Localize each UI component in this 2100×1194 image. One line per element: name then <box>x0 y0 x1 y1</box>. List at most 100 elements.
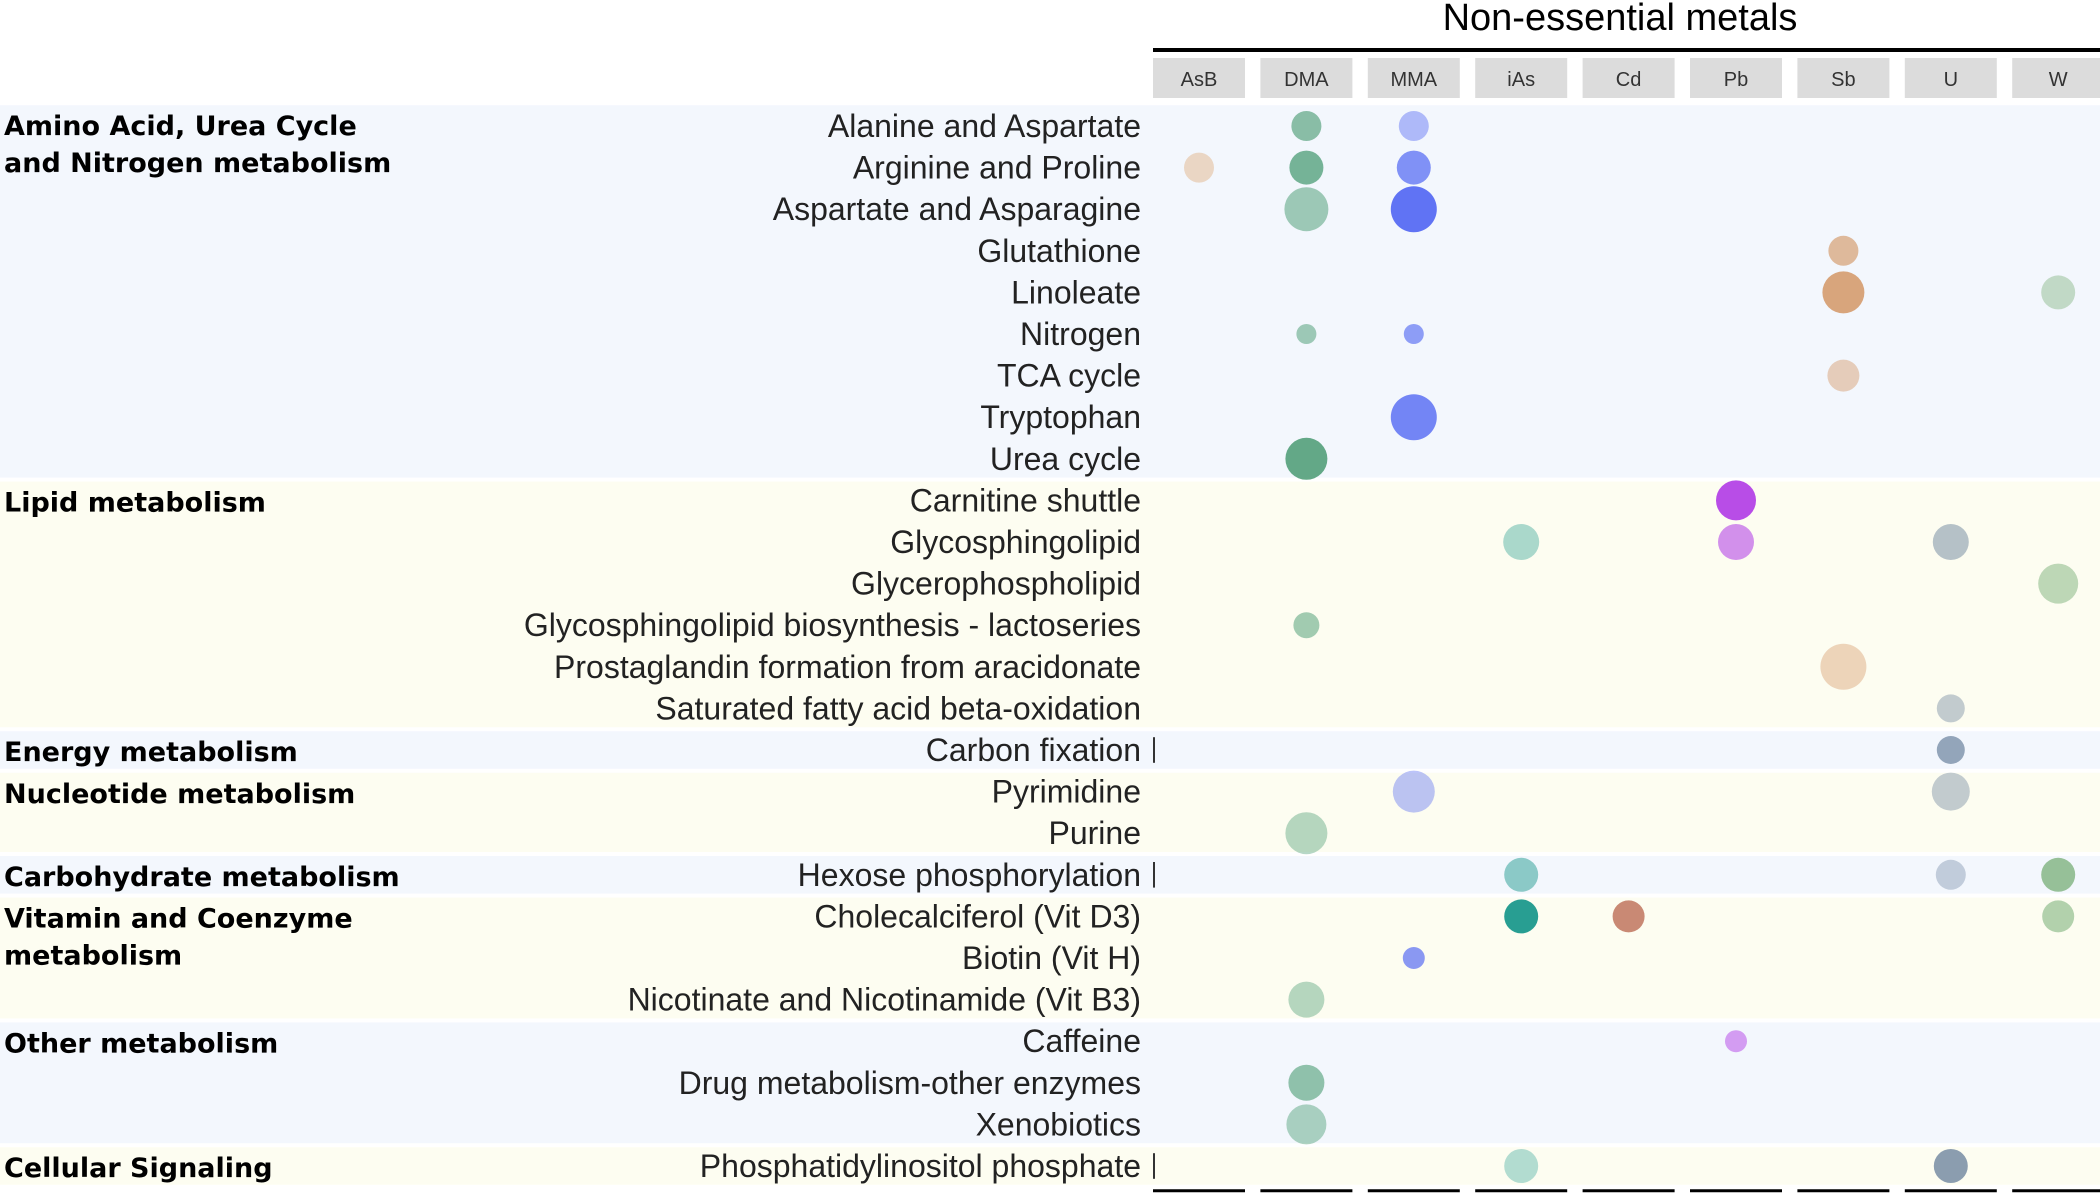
bubble-linoleate-sb <box>1822 271 1865 314</box>
row-label-saturated-fatty-acid-beta-oxidation: Saturated fatty acid beta-oxidation <box>655 690 1141 726</box>
row-label-caffeine: Caffeine <box>1022 1023 1141 1059</box>
group-label: Lipid metabolism <box>4 488 266 519</box>
bubble-carnitine-shuttle-pb <box>1716 480 1756 521</box>
row-label-arginine-and-proline: Arginine and Proline <box>853 150 1141 186</box>
column-label-dma: DMA <box>1284 69 1329 91</box>
bubble-saturated-fatty-acid-beta-oxidation-u <box>1936 694 1965 723</box>
bubble-nicotinate-and-nicotinamide-vit-b3-dma <box>1288 981 1325 1018</box>
group-band-amino-acid-urea-cycle-and-nitrogen-metabolism <box>0 105 2100 478</box>
row-label-prostaglandin-formation-from-aracidonate: Prostaglandin formation from aracidonate <box>554 649 1141 685</box>
row-label-nitrogen: Nitrogen <box>1020 316 1141 352</box>
group-bands <box>0 105 2100 1185</box>
row-label-tryptophan: Tryptophan <box>980 399 1141 435</box>
row-label-purine: Purine <box>1049 815 1142 851</box>
bubble-glycosphingolipid-pb <box>1718 524 1754 560</box>
group-labels: Amino Acid, Urea Cycle and Nitrogen metab… <box>4 111 400 1184</box>
group-band-other-metabolism <box>0 1022 2100 1144</box>
bubble-hexose-phosphorylation-u <box>1935 859 1966 890</box>
column-label-asb: AsB <box>1181 69 1218 91</box>
bubble-alanine-and-aspartate-dma <box>1291 111 1322 141</box>
group-band-nucleotide-metabolism <box>0 772 2100 852</box>
row-label-nicotinate-and-nicotinamide-vit-b3: Nicotinate and Nicotinamide (Vit B3) <box>628 982 1141 1018</box>
bubble-cholecalciferol-vit-d3-cd <box>1612 900 1645 933</box>
column-header-asb <box>1153 58 1245 98</box>
group-label: Energy metabolism <box>4 737 298 768</box>
row-label-urea-cycle: Urea cycle <box>990 441 1141 477</box>
row-label-aspartate-and-asparagine: Aspartate and Asparagine <box>773 191 1141 227</box>
group-band-carbohydrate-metabolism <box>0 856 2100 894</box>
column-header-w <box>2012 58 2100 98</box>
bubble-nitrogen-mma <box>1403 324 1424 344</box>
row-label-glycosphingolipid-biosynthesis-lactoseries: Glycosphingolipid biosynthesis - lactose… <box>524 607 1141 643</box>
column-label-mma: MMA <box>1390 69 1437 91</box>
bubble-caffeine-pb <box>1725 1030 1747 1053</box>
row-label-glutathione: Glutathione <box>977 233 1141 269</box>
column-header-pb <box>1690 58 1782 98</box>
group-band-energy-metabolism <box>0 731 2100 769</box>
group-label: Cellular Signaling <box>4 1153 273 1184</box>
bubble-hexose-phosphorylation-w <box>2041 857 2076 892</box>
bubble-phosphatidylinositol-phosphate-ias <box>1504 1149 1539 1183</box>
row-label-linoleate: Linoleate <box>1011 274 1141 310</box>
column-label-cd: Cd <box>1616 69 1642 91</box>
column-header-u <box>1904 58 1997 98</box>
row-label-pyrimidine: Pyrimidine <box>992 774 1141 810</box>
column-header-cd <box>1582 58 1675 98</box>
bubble-tca-cycle-sb <box>1827 359 1860 392</box>
bubble-drug-metabolism-other-enzymes-dma <box>1288 1064 1325 1101</box>
group-label: Amino Acid, Urea Cycle and Nitrogen metab… <box>4 111 391 179</box>
group-label: Other metabolism <box>4 1028 278 1059</box>
bubble-tryptophan-mma <box>1390 394 1437 441</box>
column-header-sb <box>1797 58 1890 98</box>
column-headers: Non-essential metals AsB DMA MMA iAs Cd Pb Sb U… <box>1153 0 2100 98</box>
bubble-arginine-and-proline-asb <box>1184 152 1214 183</box>
bubble-arginine-and-proline-mma <box>1396 150 1431 185</box>
bubble-glycosphingolipid-ias <box>1503 524 1540 560</box>
bubble-pyrimidine-u <box>1931 772 1970 811</box>
bubble-biotin-vit-h-mma <box>1402 947 1425 969</box>
chart-title: Non-essential metals <box>1443 0 1798 39</box>
bubble-xenobiotics-dma <box>1286 1104 1327 1145</box>
row-label-phosphatidylinositol-phosphate: Phosphatidylinositol phosphate <box>700 1148 1141 1184</box>
column-header-mma <box>1367 58 1460 98</box>
group-label: Carbohydrate metabolism <box>4 862 400 893</box>
bubble-glutathione-sb <box>1828 235 1859 266</box>
column-label-ias: iAs <box>1507 69 1535 91</box>
row-label-cholecalciferol-vit-d3: Cholecalciferol (Vit D3) <box>814 898 1141 934</box>
row-labels: Alanine and Aspartate Arginine and Prolin… <box>524 108 1141 1184</box>
bubble-phosphatidylinositol-phosphate-u <box>1933 1149 1968 1183</box>
bubble-nitrogen-dma <box>1296 324 1317 344</box>
row-label-glycosphingolipid: Glycosphingolipid <box>890 524 1141 560</box>
bubble-aspartate-and-asparagine-mma <box>1390 186 1437 233</box>
row-label-drug-metabolism-other-enzymes: Drug metabolism-other enzymes <box>679 1065 1141 1101</box>
bubble-cholecalciferol-vit-d3-ias <box>1504 899 1539 934</box>
bubble-arginine-and-proline-dma <box>1289 150 1324 185</box>
bubble-urea-cycle-dma <box>1285 437 1328 480</box>
row-label-tca-cycle: TCA cycle <box>997 358 1141 394</box>
row-label-hexose-phosphorylation: Hexose phosphorylation <box>798 857 1141 893</box>
bubble-carbon-fixation-u <box>1936 736 1965 764</box>
bubble-glycerophospholipid-w <box>2038 563 2079 604</box>
column-header-dma <box>1260 58 1353 98</box>
bubble-purine-dma <box>1285 812 1328 855</box>
row-label-alanine-and-aspartate: Alanine and Aspartate <box>828 108 1141 144</box>
bubble-pyrimidine-mma <box>1392 770 1435 813</box>
group-band-lipid-metabolism <box>0 481 2100 728</box>
bubble-aspartate-and-asparagine-dma <box>1284 187 1329 232</box>
row-label-biotin-vit-h: Biotin (Vit H) <box>962 940 1141 976</box>
column-header-ias <box>1475 58 1568 98</box>
bubble-cholecalciferol-vit-d3-w <box>2042 900 2075 933</box>
column-label-pb: Pb <box>1724 69 1748 91</box>
column-label-sb: Sb <box>1831 69 1855 91</box>
group-label: Nucleotide metabolism <box>4 779 355 810</box>
group-band-vitamin-and-coenzyme-metabolism <box>0 897 2100 1019</box>
bubble-glycosphingolipid-biosynthesis-lactoseries-dma <box>1293 612 1320 639</box>
row-label-carbon-fixation: Carbon fixation <box>926 732 1141 768</box>
row-label-xenobiotics: Xenobiotics <box>976 1106 1141 1142</box>
bubble-prostaglandin-formation-from-aracidonate-sb <box>1820 643 1867 690</box>
group-label: Vitamin and Coenzyme metabolism <box>4 904 353 972</box>
bubbles <box>1184 111 2079 1183</box>
group-band-cellular-signaling <box>0 1147 2100 1185</box>
column-label-u: U <box>1944 69 1958 91</box>
